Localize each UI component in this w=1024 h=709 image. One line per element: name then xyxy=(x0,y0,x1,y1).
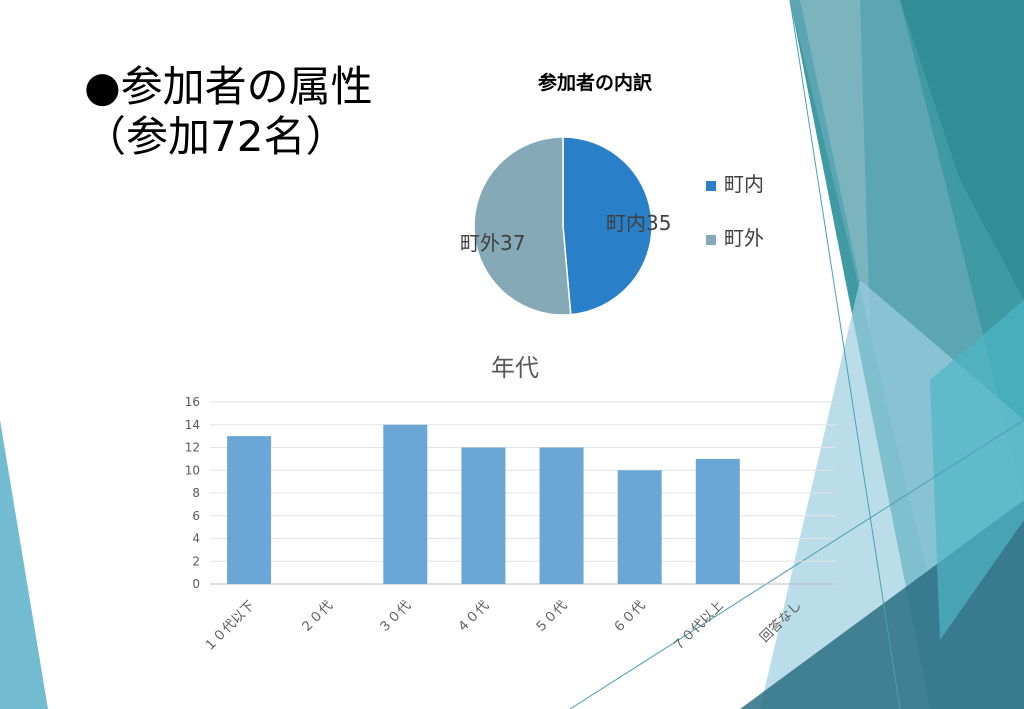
slide-title-line2: （参加72名） xyxy=(84,112,348,161)
y-tick-label: 2 xyxy=(192,554,200,568)
pie-slice-outside xyxy=(473,136,572,316)
bar-2 xyxy=(383,424,428,584)
x-tick-label: ２０代 xyxy=(298,598,336,636)
legend-swatch-inside xyxy=(706,180,716,191)
bar-chart: 0 2 4 6 8 10 12 14 16 １０代以下 ２０代 ３０代 ４０代 ５０代 ６０代 ７０代以上 回答… xyxy=(185,395,835,655)
x-tick-label: １０代以下 xyxy=(201,598,258,655)
legend-label-outside: 町外 xyxy=(724,226,764,250)
bar-chart-title: 年代 xyxy=(491,354,539,382)
slide-title: ●参加者の属性 （参加72名） xyxy=(84,62,373,162)
bar-5 xyxy=(617,470,662,584)
bar-0 xyxy=(227,436,272,584)
y-tick-label: 12 xyxy=(185,441,200,455)
legend-label-inside: 町内 xyxy=(724,172,764,196)
x-tick-label: ７０代以上 xyxy=(670,598,727,655)
legend-swatch-outside xyxy=(706,234,716,245)
pie-data-label-inside: 町内35 xyxy=(606,211,672,235)
pie-chart-title: 参加者の内訳 xyxy=(537,72,652,94)
x-tick-label: 回答なし xyxy=(757,598,805,646)
legend-item-outside: 町外 xyxy=(706,222,764,251)
bar-4 xyxy=(539,447,584,584)
pie-data-label-outside: 町外37 xyxy=(460,231,526,255)
slide-title-line1: ●参加者の属性 xyxy=(84,62,373,111)
x-tick-label: ３０代 xyxy=(376,598,414,636)
y-tick-label: 10 xyxy=(185,463,200,477)
pie-slice-inside xyxy=(562,136,653,316)
x-tick-label: ６０代 xyxy=(610,598,648,636)
y-tick-label: 16 xyxy=(185,395,200,409)
bar-6 xyxy=(695,458,740,584)
x-tick-label: ５０代 xyxy=(532,598,570,636)
x-tick-label: ４０代 xyxy=(454,598,492,636)
y-tick-label: 4 xyxy=(192,532,200,546)
y-tick-label: 6 xyxy=(192,509,200,523)
y-tick-label: 14 xyxy=(185,418,200,432)
pie-chart xyxy=(473,136,653,316)
y-tick-label: 8 xyxy=(192,486,200,500)
legend-item-inside: 町内 xyxy=(706,168,764,197)
bar-3 xyxy=(461,447,506,584)
y-tick-label: 0 xyxy=(192,577,200,591)
